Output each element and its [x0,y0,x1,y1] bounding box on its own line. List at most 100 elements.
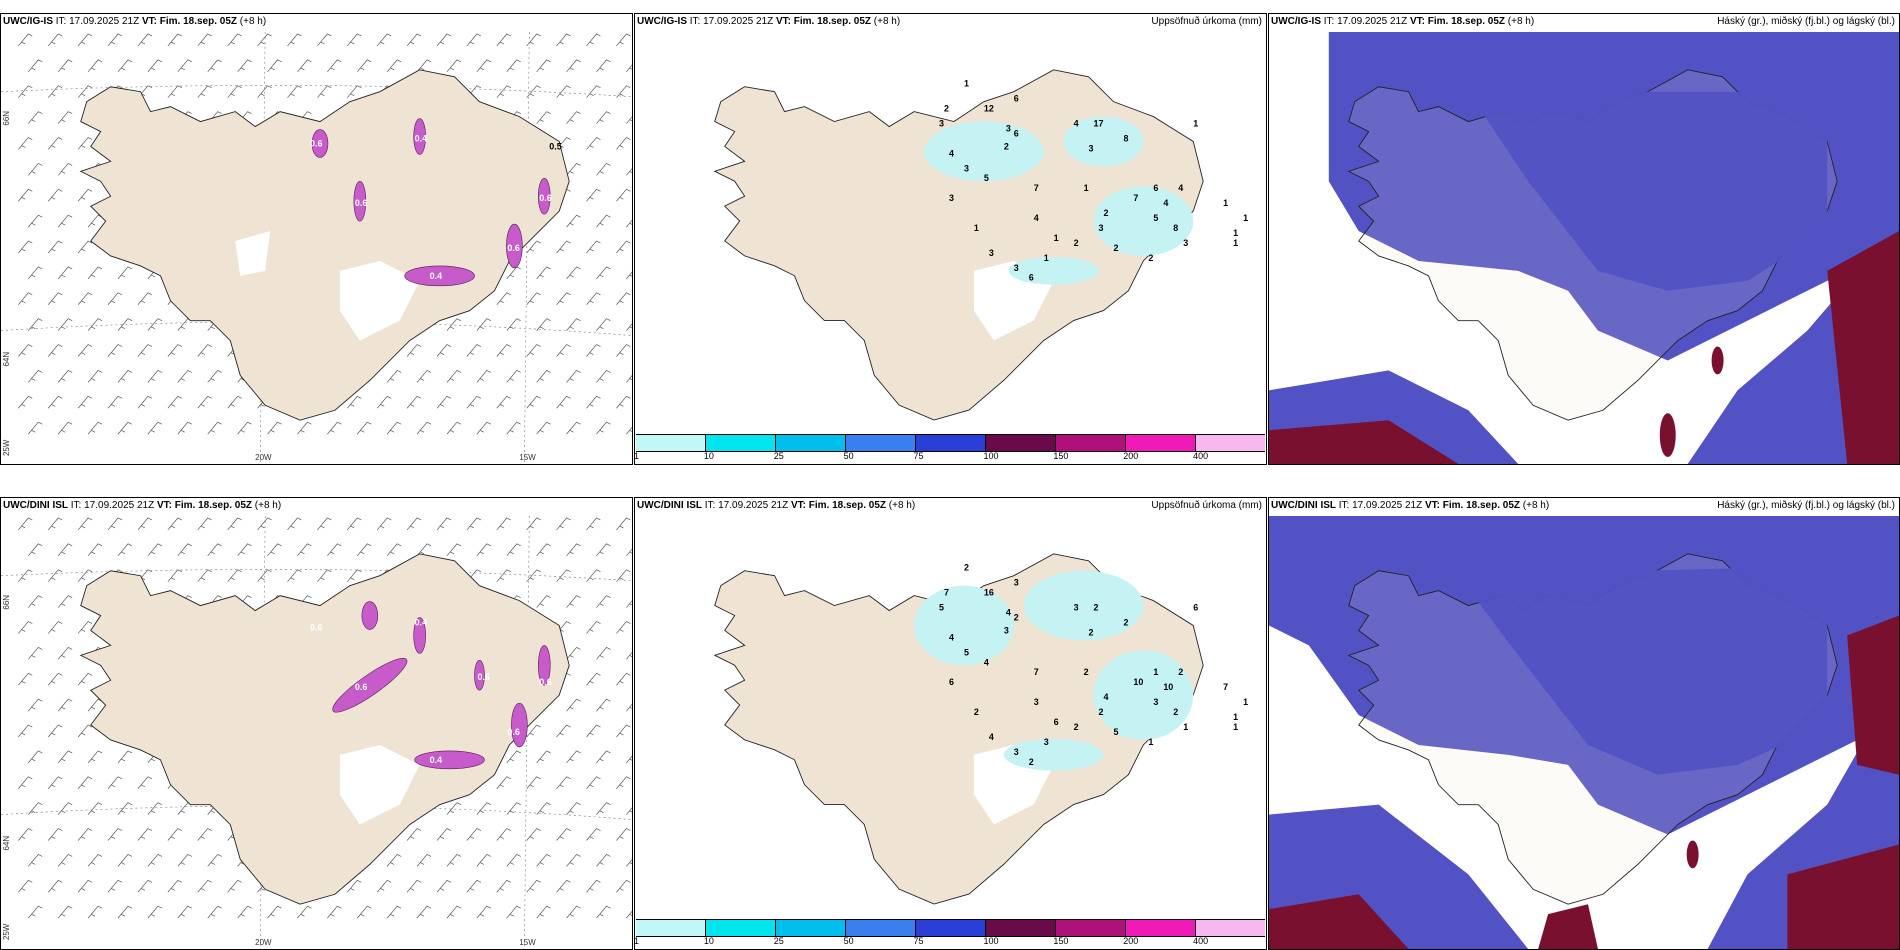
precip-value: 3 [1034,697,1039,707]
wind-barb [386,854,402,867]
lon-label: 25W [2,923,11,940]
convective-value: 0.4 [430,271,442,281]
lon-label: 20W [255,938,272,947]
precip-value: 12 [984,104,994,114]
precip-value: 3 [1014,578,1019,588]
wind-barb [446,854,462,867]
wind-barb [496,879,511,893]
wind-barb [87,214,103,228]
wind-barb [586,879,601,893]
precip-value: 1 [964,79,969,89]
precip-value: 1 [1233,722,1238,732]
wind-barb [87,369,103,383]
wind-barb [526,724,541,738]
convective-value: 0.6 [539,677,551,687]
wind-barb [586,240,601,254]
wind-barb [556,879,571,893]
wind-barb [57,421,73,435]
wind-barb [87,266,103,280]
wind-barb [57,59,73,73]
lon-label: 15W [519,453,536,462]
wind-barb [586,569,601,582]
wind-barb [566,318,581,331]
wind-barb [446,421,462,435]
wind-barb [356,905,372,919]
convective-labels: 0.6 0.6 0.4 0.4 0.6 0.6 [310,133,552,280]
wind-barb [28,543,43,557]
wind-barb [586,395,601,409]
wind-barb [47,776,63,789]
wind-barb [616,137,631,150]
wind-barb [47,33,63,47]
lat-label: 64N [2,352,11,367]
wind-barb [596,214,611,228]
precip-value: 2 [1084,667,1089,677]
wind-barb [47,569,63,582]
precip-value: 1 [1233,712,1238,722]
wind-barb [506,318,521,331]
colorbar-swatch [636,435,706,451]
wind-barb [626,600,632,608]
convective-value: 0.6 [310,622,322,632]
wind-barb [117,543,133,557]
wind-barb [386,421,402,435]
precip-value: 2 [1089,627,1094,637]
wind-barb [28,802,43,815]
colorbar: 1 10 25 50 75 100 150 200 400 [635,434,1265,464]
precip-value: 4 [1074,119,1079,129]
precip-value: 1 [1193,119,1198,129]
wind-barb [566,111,581,124]
wind-barb [28,266,43,280]
wind-barb [436,344,452,357]
colorbar-swatch [636,920,706,936]
panel-title: UWC/IG-IS IT: 17.09.2025 21Z VT: Fim. 18… [1271,16,1535,27]
precip-value: 4 [984,657,989,667]
wind-barb [506,543,521,557]
wind-barb [57,595,73,608]
wind-barb [536,369,551,383]
wind-barb [317,569,332,582]
wind-barb [207,59,222,73]
convective-value: 0.4 [430,755,442,765]
colorbar-tick: 100 [983,936,999,946]
wind-barb [107,517,123,531]
wind-barb [167,828,182,841]
wind-barb [28,162,43,176]
wind-barb [356,421,372,435]
wind-barb [287,33,302,47]
wind-barb [586,517,601,531]
precip-areas [924,116,1194,285]
wind-barb [77,724,93,738]
wind-barb [147,905,163,919]
mid-cloud-area [1458,565,1828,775]
colorbar-tick: 400 [1193,451,1209,461]
wind-barb [237,59,252,73]
precip-value: 4 [1006,608,1011,618]
precip-value: 7 [944,588,949,598]
wind-barb [626,548,632,557]
convective-cells [332,601,551,770]
colorbar-swatch [1126,920,1196,936]
wind-barb [137,344,153,357]
wind-barb [596,543,611,557]
wind-barb [57,111,73,124]
wind-barb [177,59,192,73]
convective-value: 0.4 [415,133,427,143]
wind-barb [47,188,63,202]
wind-barb [207,854,222,867]
colorbar-tick: 100 [983,451,999,461]
wind-barb [317,33,332,47]
wind-barb [197,879,212,893]
wind-barb [616,724,631,738]
wind-barb [506,905,521,919]
wind-barb [18,137,33,150]
wind-barb [57,162,73,176]
colorbar-swatch [846,435,916,451]
wind-barb [406,395,422,409]
precip-value: 8 [1123,133,1128,143]
precip-value: 4 [1178,183,1183,193]
wind-barb [616,240,631,254]
wind-barb [376,33,392,47]
wind-barb [87,854,103,867]
